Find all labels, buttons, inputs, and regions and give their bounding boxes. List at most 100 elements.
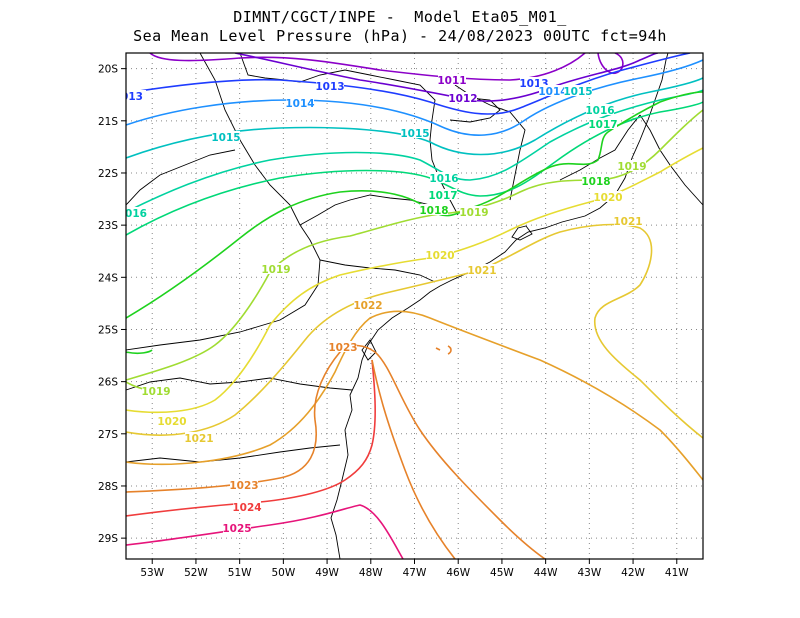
- state-border: [126, 149, 236, 206]
- contour-label: 1019: [617, 161, 646, 173]
- contour-label-bg: [142, 385, 170, 396]
- contour-label-bg: [618, 160, 646, 171]
- contour-label-bg: [582, 175, 610, 186]
- contour-label: 1019: [141, 386, 170, 398]
- contour-label: 013: [121, 91, 143, 103]
- isobar-1015: [126, 77, 703, 159]
- lon-tick-label: 48W: [359, 567, 383, 579]
- contour-label: 1018: [581, 176, 610, 188]
- contour-label-bg: [262, 263, 290, 274]
- lon-tick-label: 41W: [665, 567, 689, 579]
- lat-tick-label: 20S: [98, 64, 118, 76]
- contour-label: 1015: [211, 132, 240, 144]
- contour-label-bg: [158, 415, 186, 426]
- isobar-1011: [149, 53, 586, 81]
- contour-label-bg: [354, 299, 382, 310]
- contour-label: 1013: [315, 81, 344, 93]
- contour-label-bg: [539, 85, 567, 96]
- state-border: [199, 53, 301, 226]
- lon-tick-label: 52W: [184, 567, 208, 579]
- contour-label-bg: [594, 191, 622, 202]
- lon-tick-label: 43W: [577, 567, 601, 579]
- contour-label-bg: [329, 341, 357, 352]
- contour-label-bg: [286, 97, 314, 108]
- isobar-1016: [126, 89, 703, 213]
- contour-label: 1020: [593, 192, 622, 204]
- contour-label: 1012: [448, 93, 477, 105]
- contour-label-bg: [126, 207, 150, 218]
- contour-label: 1016: [429, 173, 458, 185]
- isobar-1024-east: [371, 359, 456, 559]
- bay-outline: [511, 225, 533, 241]
- isobar-1023: [435, 345, 452, 355]
- contour-label: 1014: [538, 86, 567, 98]
- contour-label: 1022: [353, 300, 382, 312]
- contour-label-bg: [468, 264, 496, 275]
- contour-label: 1017: [588, 119, 617, 131]
- lat-tick-label: 21S: [98, 116, 118, 128]
- isobar-1011: [597, 53, 624, 74]
- contour-label-bg: [564, 85, 592, 96]
- isobar-1020: [126, 147, 703, 414]
- contour-label: 1023: [229, 480, 258, 492]
- isobar-1014: [126, 59, 703, 136]
- contour-label: 1019: [459, 207, 488, 219]
- contour-label: 1018: [419, 205, 448, 217]
- contour-label-bg: [438, 74, 466, 85]
- lon-tick-label: 49W: [315, 567, 339, 579]
- contour-label: 1015: [400, 128, 429, 140]
- contour-label: 016: [125, 208, 147, 220]
- isobar-1018: [126, 349, 153, 355]
- contour-label: 1019: [261, 264, 290, 276]
- contour-label: 1021: [184, 433, 213, 445]
- contour-label-bg: [586, 104, 614, 115]
- lon-tick-label: 53W: [140, 567, 164, 579]
- contour-label-bg: [426, 249, 454, 260]
- contour-label: 1021: [467, 265, 496, 277]
- contour-label-bg: [212, 131, 240, 142]
- contour-label-bg: [520, 77, 548, 88]
- contour-label: 1020: [425, 250, 454, 262]
- contour-label-bg: [429, 189, 457, 200]
- isobar-1021: [126, 223, 703, 439]
- contour-label-bg: [126, 90, 146, 101]
- contour-label-bg: [223, 522, 251, 533]
- lon-tick-label: 46W: [446, 567, 470, 579]
- contour-label-bg: [401, 127, 429, 138]
- state-border: [319, 259, 436, 283]
- contour-label: 1020: [157, 416, 186, 428]
- state-border: [559, 114, 641, 181]
- contour-label-bg: [430, 172, 458, 183]
- contour-label: 1014: [285, 98, 314, 110]
- state-border: [126, 224, 321, 351]
- lat-tick-label: 25S: [98, 324, 118, 336]
- contour-label: 1017: [428, 190, 457, 202]
- lon-tick-label: 45W: [490, 567, 514, 579]
- contour-label-bg: [460, 206, 488, 217]
- contour-label-bg: [230, 479, 258, 490]
- lon-tick-label: 51W: [228, 567, 252, 579]
- isobar-1025: [126, 504, 404, 559]
- contour-label: 1024: [232, 502, 261, 514]
- state-border: [126, 444, 341, 463]
- lat-tick-label: 26S: [98, 377, 118, 389]
- contour-label: 1021: [613, 216, 642, 228]
- lon-tick-label: 42W: [621, 567, 645, 579]
- contour-label-bg: [614, 215, 642, 226]
- lon-tick-label: 50W: [271, 567, 295, 579]
- isobar-1022: [126, 310, 703, 481]
- lat-tick-label: 24S: [98, 272, 118, 284]
- isobar-1013: [126, 53, 691, 115]
- state-border: [639, 114, 703, 206]
- contour-label-bg: [420, 204, 448, 215]
- contour-label: 1015: [563, 86, 592, 98]
- coastline: [330, 53, 669, 559]
- state-border: [299, 194, 446, 226]
- chart-subtitle: Sea Mean Level Pressure (hPa) - 24/08/20…: [133, 27, 667, 45]
- axis-ticks: 20S 21S 22S 23S 24S 25S 26S 27S 28S 29S 53W 52W 51W 5…: [98, 64, 689, 579]
- contour-label: 1023: [328, 342, 357, 354]
- chart-title: DIMNT/CGCT/INPE - Model Eta05_M01_: [233, 8, 567, 26]
- contour-label-bg: [233, 501, 261, 512]
- lat-tick-label: 22S: [98, 168, 118, 180]
